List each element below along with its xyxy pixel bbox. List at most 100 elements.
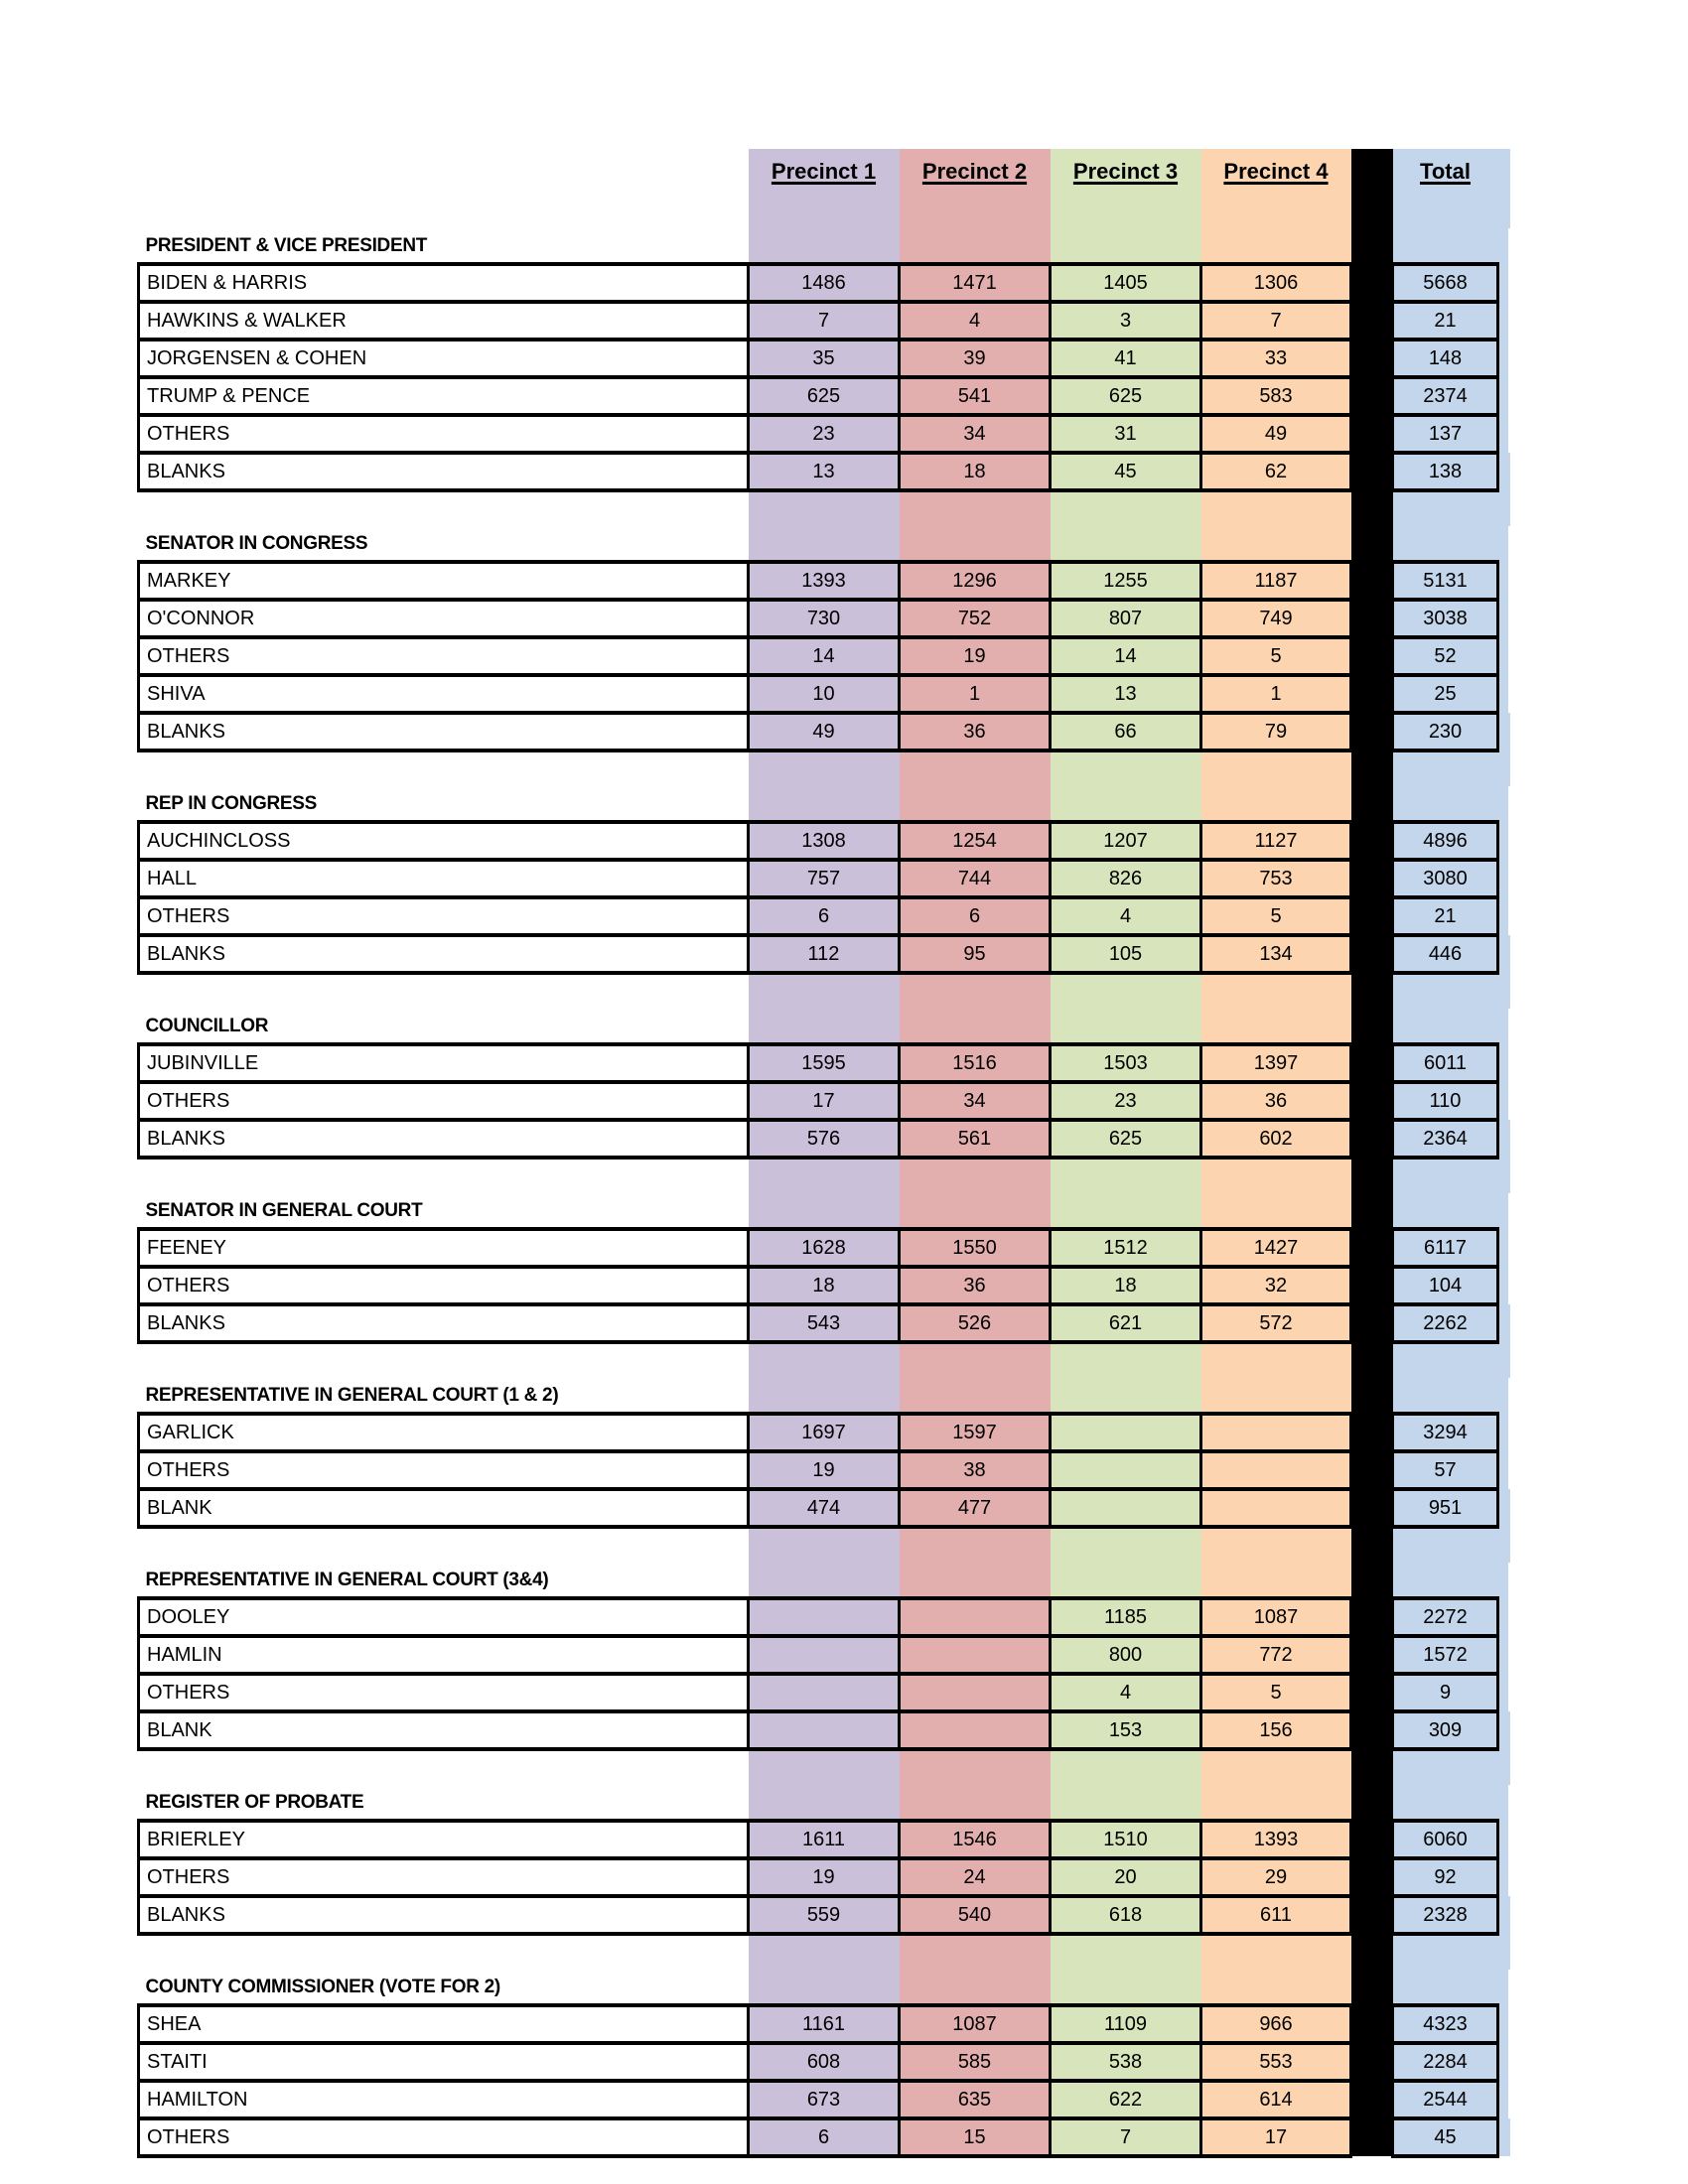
separator-cell	[1350, 1934, 1393, 1970]
separator-cell	[1350, 526, 1393, 562]
vote-count-cell: 4	[898, 300, 1052, 341]
data-row: OTHERS 18 36 18 32 104	[137, 1265, 1510, 1306]
title-precinct-cell	[1200, 786, 1351, 822]
data-row: BLANK 153 156 309	[137, 1709, 1510, 1751]
separator-cell	[1350, 675, 1393, 713]
candidate-name: MARKEY	[137, 560, 750, 602]
spacer-precinct-cell	[748, 490, 900, 526]
spacer-precinct-cell	[899, 1342, 1051, 1378]
candidate-name: DOOLEY	[137, 1596, 750, 1638]
candidate-name: OTHERS	[137, 1080, 750, 1122]
total-cell: 92	[1391, 1856, 1499, 1898]
spacer-precinct-cell	[748, 1342, 900, 1378]
vote-count-cell	[898, 1634, 1052, 1676]
separator-cell	[1350, 1821, 1393, 1858]
separator-cell	[1350, 897, 1393, 935]
total-cell: 57	[1391, 1449, 1499, 1491]
data-row: AUCHINCLOSS 1308 1254 1207 1127 4896	[137, 820, 1510, 862]
total-cell: 5131	[1391, 560, 1499, 602]
separator-cell	[1350, 1193, 1393, 1229]
spacer-precinct-cell	[748, 1749, 900, 1785]
spacer-row	[138, 1158, 1510, 1193]
spacer-precinct-cell	[1050, 490, 1201, 526]
vote-count-cell: 474	[747, 1487, 901, 1529]
total-edge-strip	[1497, 228, 1510, 264]
vote-count-cell: 749	[1199, 598, 1352, 639]
total-cell: 446	[1391, 933, 1499, 975]
candidate-name: OTHERS	[137, 635, 750, 677]
separator-cell	[1350, 490, 1393, 526]
data-row: HAMLIN 800 772 1572	[137, 1634, 1510, 1676]
vote-count-cell: 13	[747, 451, 901, 492]
vote-count-cell: 1254	[898, 820, 1052, 862]
vote-count-cell	[1049, 1487, 1202, 1529]
separator-cell	[1350, 1158, 1393, 1193]
spacer-row	[138, 490, 1510, 526]
vote-count-cell: 1255	[1049, 560, 1202, 602]
data-row: OTHERS 17 34 23 36 110	[137, 1080, 1510, 1122]
spacer-precinct-cell	[899, 1527, 1051, 1563]
total-edge-strip	[1497, 1489, 1510, 1527]
total-cell: 104	[1391, 1265, 1499, 1306]
title-row: PRESIDENT & VICE PRESIDENT	[138, 228, 1510, 264]
separator-cell	[1350, 1563, 1393, 1598]
total-cell: 6060	[1391, 1819, 1499, 1860]
total-edge-strip	[1497, 1229, 1510, 1267]
data-row: OTHERS 6 6 4 5 21	[137, 895, 1510, 937]
title-precinct-cell	[1050, 228, 1201, 264]
vote-count-cell: 966	[1199, 2003, 1352, 2045]
vote-count-cell: 38	[898, 1449, 1052, 1491]
total-cell: 951	[1391, 1487, 1499, 1529]
vote-count-cell: 635	[898, 2079, 1052, 2120]
contest-title: REGISTER OF PROBATE	[138, 1785, 749, 1821]
total-cell: 6011	[1391, 1042, 1499, 1084]
vote-count-cell: 36	[898, 1265, 1052, 1306]
vote-count-cell: 540	[898, 1894, 1052, 1936]
total-edge-strip	[1497, 600, 1510, 637]
spacer-row	[138, 751, 1510, 786]
separator-cell	[1350, 1749, 1393, 1785]
title-precinct-cell	[899, 1009, 1051, 1044]
vote-count-cell: 1546	[898, 1819, 1052, 1860]
vote-count-cell: 807	[1049, 598, 1202, 639]
separator-cell	[1350, 1044, 1393, 1082]
title-precinct-cell	[1050, 1785, 1201, 1821]
spacer-precinct-cell	[1200, 1158, 1351, 1193]
vote-count-cell: 32	[1199, 1265, 1352, 1306]
vote-count-cell: 19	[898, 635, 1052, 677]
separator-cell	[1350, 751, 1393, 786]
total-cell: 6117	[1391, 1227, 1499, 1269]
total-edge-strip	[1497, 822, 1510, 860]
data-row: FEENEY 1628 1550 1512 1427 6117	[137, 1227, 1510, 1269]
title-precinct-cell	[899, 786, 1051, 822]
title-precinct-cell	[748, 1563, 900, 1598]
vote-count-cell: 6	[898, 895, 1052, 937]
vote-count-cell: 1	[1199, 673, 1352, 715]
data-row: HAMILTON 673 635 622 614 2544	[137, 2079, 1510, 2120]
title-precinct-cell	[748, 1785, 900, 1821]
spacer-precinct-cell	[899, 973, 1051, 1009]
title-precinct-cell	[748, 526, 900, 562]
spacer-name-cell	[138, 751, 749, 786]
separator-cell	[1350, 1267, 1393, 1304]
spacer-row	[138, 1342, 1510, 1378]
vote-count-cell: 800	[1049, 1634, 1202, 1676]
vote-count-cell: 1595	[747, 1042, 901, 1084]
candidate-name: SHEA	[137, 2003, 750, 2045]
total-edge-strip	[1497, 1674, 1510, 1711]
data-row: GARLICK 1697 1597 3294	[137, 1412, 1510, 1453]
spacer-precinct-cell	[899, 490, 1051, 526]
vote-count-cell: 6	[747, 895, 901, 937]
vote-count-cell: 477	[898, 1487, 1052, 1529]
candidate-name: SHIVA	[137, 673, 750, 715]
total-spacer-cell	[1392, 1934, 1498, 1970]
candidate-name: BLANKS	[137, 451, 750, 492]
separator-cell	[1350, 822, 1393, 860]
total-cell: 138	[1391, 451, 1499, 492]
vote-count-cell: 1296	[898, 560, 1052, 602]
separator-cell	[1350, 1009, 1393, 1044]
spacer-precinct-cell	[1200, 973, 1351, 1009]
vote-count-cell: 625	[1049, 1118, 1202, 1160]
total-edge-strip	[1497, 453, 1510, 490]
vote-count-cell: 561	[898, 1118, 1052, 1160]
